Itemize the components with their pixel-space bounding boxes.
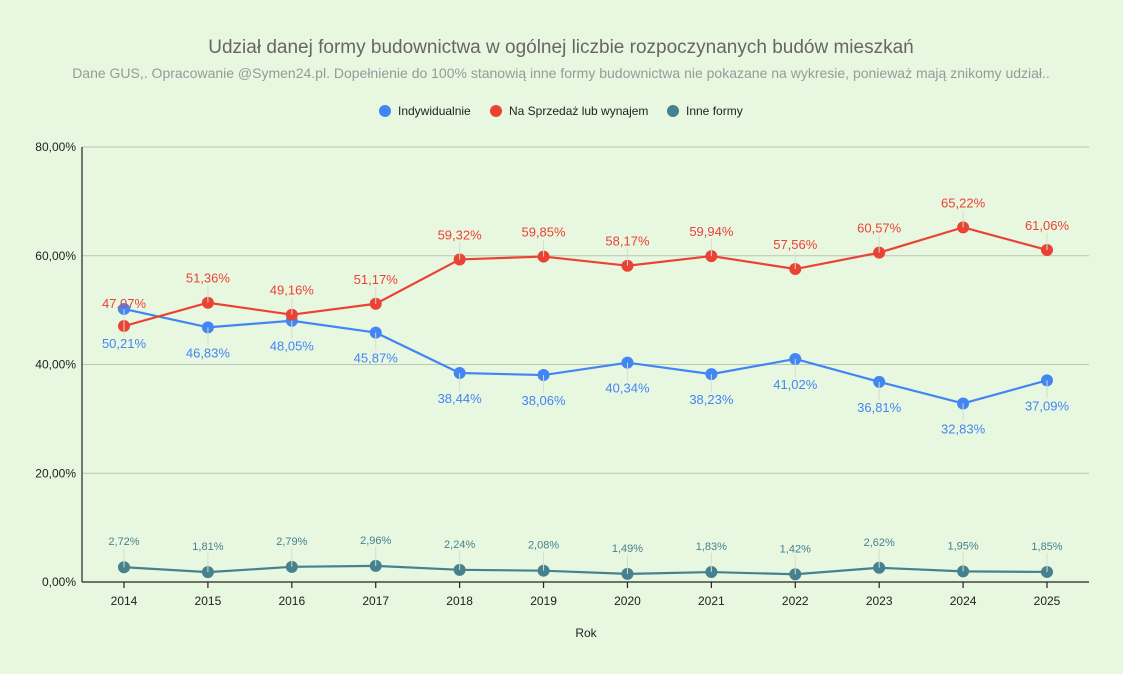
x-axis-title: Rok [575, 626, 597, 640]
legend-label: Na Sprzedaż lub wynajem [509, 104, 648, 118]
chart-title: Udział danej formy budownictwa w ogólnej… [208, 37, 913, 58]
data-label: 2,96% [360, 535, 391, 547]
data-label: 51,17% [354, 272, 399, 287]
legend-item-inne-formy[interactable]: Inne formy [667, 104, 743, 118]
data-label: 49,16% [270, 283, 315, 298]
data-label: 37,09% [1025, 398, 1070, 413]
x-tick-label: 2023 [866, 594, 893, 608]
data-label: 60,57% [857, 221, 902, 236]
series-inne-formy [118, 559, 1053, 581]
data-label: 61,06% [1025, 218, 1070, 233]
x-tick-label: 2015 [195, 594, 222, 608]
x-tick-label: 2022 [782, 594, 809, 608]
data-label: 59,85% [521, 225, 566, 240]
data-label: 47,07% [102, 296, 147, 311]
data-label: 58,17% [605, 234, 650, 249]
x-tick-label: 2025 [1034, 594, 1061, 608]
data-label: 32,83% [941, 421, 986, 436]
data-label: 65,22% [941, 195, 986, 210]
y-tick-label: 20,00% [35, 466, 76, 480]
data-label: 57,56% [773, 237, 818, 252]
data-label: 1,81% [192, 541, 223, 553]
data-label: 48,05% [270, 339, 315, 354]
data-label: 38,44% [438, 391, 483, 406]
x-tick-label: 2020 [614, 594, 641, 608]
series-line [123, 564, 1048, 576]
x-tick-label: 2014 [111, 594, 138, 608]
x-tick-label: 2024 [950, 594, 977, 608]
y-tick-label: 40,00% [35, 358, 76, 372]
legend-marker-icon [490, 105, 502, 117]
series-na-sprzeda-lub-wynajem [118, 221, 1053, 333]
legend-label: Indywidualnie [398, 104, 471, 118]
data-label: 36,81% [857, 400, 902, 415]
data-label: 51,36% [186, 271, 231, 286]
y-axis-ticks: 0,00% 20,00% 40,00% 60,00% 80,00% [35, 140, 76, 589]
data-label: 50,21% [102, 336, 147, 351]
data-label: 59,32% [438, 227, 483, 242]
series-line [123, 226, 1048, 328]
y-tick-label: 60,00% [35, 249, 76, 263]
gridlines [82, 146, 1089, 474]
legend-marker-icon [667, 105, 679, 117]
y-tick-label: 80,00% [35, 140, 76, 154]
data-label: 1,42% [780, 543, 811, 555]
axes [81, 147, 1089, 583]
data-label: 2,24% [444, 539, 475, 551]
x-tick-label: 2016 [278, 594, 305, 608]
data-label: 38,06% [521, 393, 566, 408]
data-label: 59,94% [689, 224, 734, 239]
data-label: 1,49% [612, 543, 643, 555]
series-line [123, 307, 1048, 405]
data-label: 1,83% [696, 541, 727, 553]
data-label: 46,83% [186, 345, 231, 360]
x-tick-label: 2021 [698, 594, 725, 608]
x-axis-ticks: 2014 2015 2016 2017 2018 2019 2020 2021 2022 2023… [111, 582, 1061, 608]
data-label: 2,08% [528, 540, 559, 552]
data-label: 41,02% [773, 377, 818, 392]
legend-item-indywidualnie[interactable]: Indywidualnie [379, 104, 471, 118]
legend-label: Inne formy [686, 104, 743, 118]
legend-marker-icon [379, 105, 391, 117]
series [118, 221, 1053, 581]
x-tick-label: 2018 [446, 594, 473, 608]
data-label: 2,79% [276, 536, 307, 548]
data-point [873, 246, 886, 259]
data-label: 2,62% [864, 537, 895, 549]
x-tick-label: 2019 [530, 594, 557, 608]
data-label: 2,72% [108, 536, 139, 548]
data-label: 1,85% [1031, 541, 1062, 553]
data-label: 1,95% [947, 540, 978, 552]
legend: Indywidualnie Na Sprzedaż lub wynajem In… [379, 104, 743, 118]
data-labels: 50,21% 46,83% 48,05% 45,87% 38,44% 38,06% 40,3… [102, 195, 1070, 575]
data-label: 45,87% [354, 351, 399, 366]
y-tick-label: 0,00% [42, 575, 76, 589]
series-indywidualnie [118, 302, 1053, 410]
legend-item-na-sprzedaz[interactable]: Na Sprzedaż lub wynajem [490, 104, 648, 118]
data-label: 38,23% [689, 392, 734, 407]
data-label: 40,34% [605, 381, 650, 396]
x-tick-label: 2017 [362, 594, 389, 608]
chart-subtitle: Dane GUS,. Opracowanie @Symen24.pl. Dope… [72, 65, 1050, 81]
